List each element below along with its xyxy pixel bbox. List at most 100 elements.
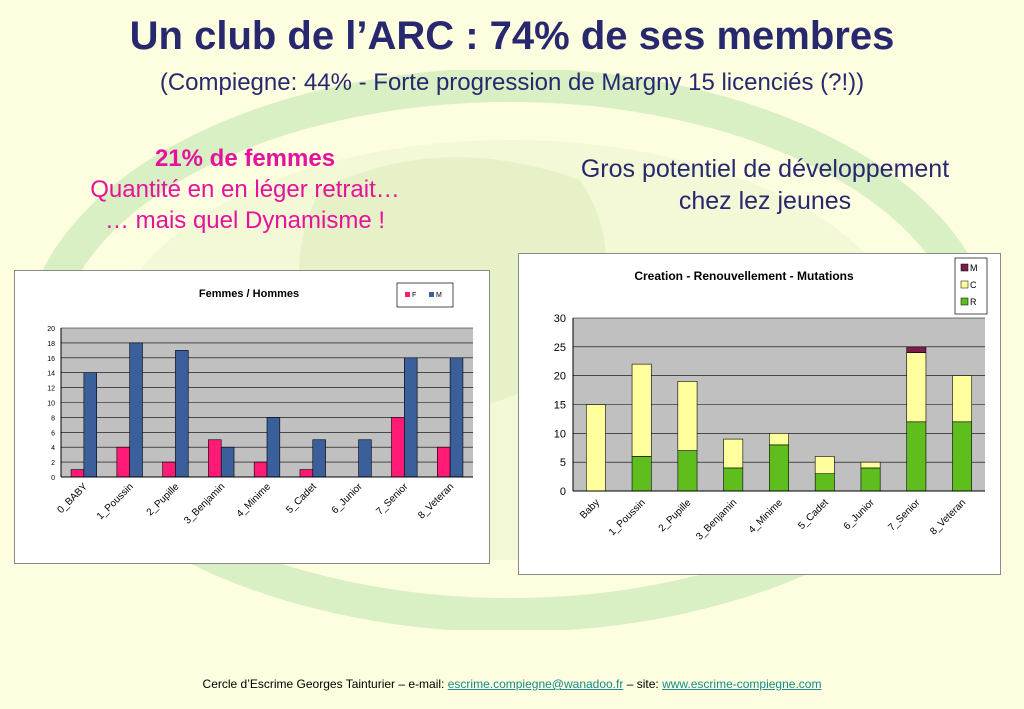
chart-title: Femmes / Hommes — [199, 288, 299, 300]
x-tick-label: 8_Veteran — [416, 481, 456, 521]
y-tick-label: 15 — [554, 400, 566, 412]
legend-swatch — [960, 263, 969, 272]
bar-segment-c — [677, 381, 698, 451]
youth-potential: Gros potentiel de développement chez lez… — [520, 153, 1010, 217]
y-tick-label: 4 — [51, 445, 55, 452]
gender-bar-chart: 0 2 4 6 8 10 12 14 16 18 20 0_BABY 1_Poussin 2_Pupill… — [47, 282, 473, 526]
bar-segment-c — [723, 438, 744, 469]
legend-swatch — [960, 297, 969, 306]
bar-segment-c — [769, 433, 789, 446]
legend-label: M — [970, 263, 978, 273]
bar-f — [253, 461, 268, 478]
bar-m — [83, 372, 98, 478]
x-tick-label: 2_Pupille — [145, 481, 182, 518]
bar-f — [162, 461, 176, 478]
women-quantity-note: Quantité en en léger retrait… — [90, 176, 400, 203]
x-tick-label: 7_Senior — [374, 481, 411, 518]
chart-title: Creation - Renouvellement - Mutations — [634, 269, 854, 283]
x-tick-label: 6_Junior — [330, 481, 365, 516]
bar-segment-c — [860, 461, 881, 469]
x-tick-label: 7_Senior — [886, 497, 923, 534]
women-percentage: 21% de femmes — [154, 145, 336, 172]
legend-label: M — [436, 292, 442, 299]
y-tick-label: 0 — [560, 486, 566, 498]
bar-segment-r — [860, 467, 881, 492]
y-tick-label: 6 — [51, 430, 55, 437]
y-tick-label: 12 — [47, 386, 55, 393]
bar-f — [116, 446, 130, 478]
bar-m — [449, 357, 464, 478]
y-tick-label: 14 — [47, 371, 55, 378]
bar-m — [175, 350, 189, 478]
bar-m — [358, 439, 372, 478]
x-tick-label: Baby — [578, 497, 602, 521]
footer-email-link[interactable]: escrime.compiegne@wanadoo.fr — [447, 677, 624, 691]
legend-swatch — [405, 292, 410, 297]
x-tick-label: 1_Poussin — [95, 481, 136, 522]
bar-m — [129, 342, 143, 478]
bar-segment-c — [585, 404, 606, 492]
legend-label: R — [970, 297, 977, 307]
x-tick-label: 1_Poussin — [607, 497, 648, 538]
bar-segment-r — [677, 450, 698, 492]
legend-swatch — [960, 280, 969, 289]
women-summary: 21% de femmes Quantité en en léger retra… — [20, 143, 470, 236]
y-tick-label: 18 — [47, 341, 55, 348]
bar-m — [312, 439, 326, 478]
legend: MCR — [954, 257, 988, 315]
y-tick-label: 25 — [554, 342, 566, 354]
x-tick-label: 8_Veteran — [928, 497, 968, 537]
bar-segment-c — [631, 363, 652, 457]
women-dynamism-note: … mais quel Dynamisme ! — [104, 207, 386, 234]
y-tick-label: 0 — [51, 475, 55, 482]
y-tick-label: 2 — [51, 460, 55, 467]
footer-prefix: Cercle d’Escrime Georges Tainturier – e-… — [202, 677, 445, 691]
membership-chart-panel: 0 5 10 15 20 25 30 Baby 1_Poussin 2_Pupille 3_Benj… — [518, 253, 1001, 575]
bar-f — [70, 469, 85, 478]
y-tick-label: 10 — [47, 401, 55, 408]
slide-subtitle: (Compiegne: 44% - Forte progression de M… — [159, 69, 865, 96]
bar-m — [404, 357, 418, 478]
y-tick-label: 8 — [51, 415, 55, 422]
y-tick-label: 20 — [47, 326, 55, 333]
footer-site-label: – site: — [626, 677, 659, 691]
bar-f — [391, 417, 405, 478]
bar-segment-r — [952, 421, 973, 492]
bar-segment-c — [906, 352, 927, 423]
bar-m — [220, 446, 235, 478]
bar-segment-r — [906, 421, 927, 492]
bar-segment-c — [814, 456, 835, 474]
bar-segment-r — [769, 444, 789, 492]
legend-box — [954, 257, 988, 315]
x-tick-label: 4_Minime — [235, 481, 274, 520]
bar-segment-r — [814, 473, 835, 492]
footer-site-link[interactable]: www.escrime-compiegne.com — [662, 677, 822, 691]
bar-segment-r — [723, 467, 744, 492]
bar-f — [208, 439, 222, 478]
slide-title: Un club de l’ARC : 74% de ses membres — [129, 14, 895, 58]
bar-segment-m — [906, 346, 927, 353]
x-tick-label: 5_Cadet — [284, 481, 319, 516]
legend-label: F — [412, 292, 416, 299]
gender-chart-panel: 0 2 4 6 8 10 12 14 16 18 20 0_BABY 1_Poussin 2_Pupill… — [14, 270, 490, 564]
legend-swatch — [429, 292, 434, 297]
bar-m — [266, 417, 281, 478]
x-tick-label: 0_BABY — [55, 481, 90, 516]
bar-segment-c — [952, 375, 973, 423]
legend-label: C — [970, 280, 977, 290]
x-tick-label: 3_Benjamin — [182, 481, 227, 526]
membership-stacked-chart: 0 5 10 15 20 25 30 Baby 1_Poussin 2_Pupille 3_Benj… — [554, 257, 988, 542]
y-tick-label: 10 — [554, 428, 566, 440]
x-tick-label: 3_Benjamin — [694, 497, 739, 542]
x-tick-label: 4_Minime — [747, 497, 786, 536]
youth-potential-line2: chez lez jeunes — [678, 187, 852, 215]
youth-potential-line1: Gros potentiel de développement — [580, 155, 950, 183]
bar-f — [436, 446, 451, 478]
y-tick-label: 20 — [554, 371, 566, 383]
x-tick-label: 5_Cadet — [796, 497, 831, 532]
bar-f — [299, 469, 314, 478]
x-tick-label: 6_Junior — [842, 497, 877, 532]
y-tick-label: 30 — [554, 313, 566, 325]
y-tick-label: 5 — [560, 457, 566, 469]
